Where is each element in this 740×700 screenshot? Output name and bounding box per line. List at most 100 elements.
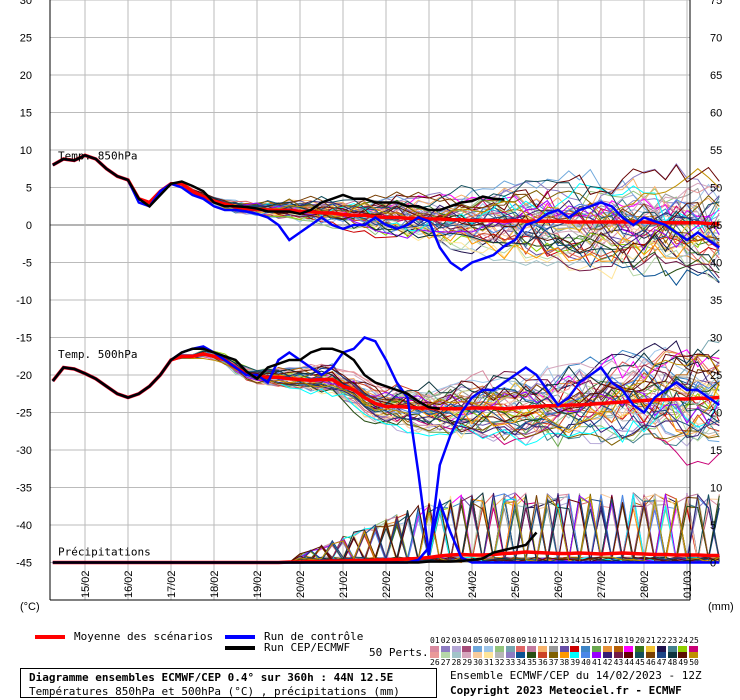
y-tick-right: 75 [710, 0, 722, 7]
legend-control-label: Run de contrôle [264, 630, 364, 643]
y-tick-left: -10 [16, 295, 32, 307]
pert-swatch [538, 652, 547, 658]
pert-label-top: 20 [635, 636, 645, 645]
pert-label-bottom: 31 [484, 658, 494, 667]
y-tick-left: 5 [26, 183, 32, 195]
pert-label-top: 16 [592, 636, 602, 645]
cep-precip-line [52, 531, 538, 564]
y-tick-left: 25 [20, 33, 32, 45]
pert-label-top: 08 [505, 636, 516, 645]
pert-label-bottom: 38 [559, 658, 570, 667]
y-tick-right: 40 [710, 258, 722, 270]
pert-swatch [646, 652, 655, 658]
pert-label-bottom: 46 [646, 658, 656, 667]
legend-cep-label: Run CEP/ECMWF [264, 641, 351, 654]
legend-mean-swatch [35, 635, 65, 639]
pert-swatch [494, 646, 504, 652]
pert-label-bottom: 29 [462, 658, 473, 667]
pert-swatch [527, 652, 537, 658]
pert-label-top: 05 [473, 636, 483, 645]
pert-swatch [667, 652, 677, 658]
pert-swatch [527, 646, 537, 652]
info-subtitle: Températures 850hPa et 500hPa (°C) , pré… [29, 685, 400, 698]
pert-label-bottom: 30 [473, 658, 483, 667]
pert-label-top: 23 [667, 636, 678, 645]
x-tick-label: 22/02 [381, 570, 393, 598]
pert-label-top: 04 [462, 636, 473, 645]
y-tick-left: 10 [20, 145, 32, 157]
x-tick-label: 28/02 [639, 570, 651, 598]
y-tick-left: -30 [16, 445, 32, 457]
x-tick-label: 24/02 [467, 570, 479, 598]
pert-label-bottom: 34 [516, 658, 527, 667]
cep-t850-line [52, 153, 505, 216]
control-t850-line [52, 153, 721, 272]
x-tick-label: 25/02 [510, 570, 522, 598]
pert-swatch [473, 652, 483, 658]
y-tick-left: -15 [16, 333, 32, 345]
pert-swatch [451, 646, 461, 652]
pert-label-bottom: 49 [678, 658, 689, 667]
pert-swatch [689, 652, 699, 658]
y-tick-left: -45 [16, 558, 32, 570]
pert-label-top: 02 [440, 636, 451, 645]
y-tick-left: -20 [16, 370, 32, 382]
pert-label-top: 22 [656, 636, 667, 645]
pert-swatch [602, 646, 612, 652]
pert-label-top: 13 [559, 636, 570, 645]
pert-swatch [602, 652, 612, 658]
pert-swatch [484, 646, 493, 652]
pert-swatch [440, 652, 450, 658]
info-title: Diagramme ensembles ECMWF/CEP 0.4° sur 3… [29, 671, 394, 684]
pert-swatch [451, 652, 461, 658]
legend-control-swatch [225, 635, 255, 639]
pert-label-bottom: 45 [635, 658, 645, 667]
y-tick-left: 20 [20, 70, 32, 82]
pert-swatch [613, 652, 623, 658]
pert-label-top: 07 [494, 636, 505, 645]
y-axis-label-left: (°C) [20, 601, 40, 613]
pert-swatch [656, 652, 666, 658]
pert-label-bottom: 44 [624, 658, 635, 667]
legend-cep-swatch [225, 646, 255, 650]
y-tick-left: -5 [22, 258, 32, 270]
pert-label-top: 24 [678, 636, 689, 645]
y-tick-right: 70 [710, 33, 722, 45]
pert-swatch [646, 646, 655, 652]
pert-label-top: 12 [548, 636, 559, 645]
pert-label-top: 17 [602, 636, 613, 645]
pert-label-bottom: 33 [505, 658, 516, 667]
pert-label-bottom: 39 [570, 658, 581, 667]
pert-swatch [516, 646, 526, 652]
pert-label-top: 01 [430, 636, 440, 645]
y-tick-left: -35 [16, 483, 32, 495]
pert-swatch [462, 652, 472, 658]
y-tick-right: 20 [710, 408, 722, 420]
pert-label-top: 10 [527, 636, 537, 645]
pert-swatch [494, 652, 504, 658]
pert-label-bottom: 48 [667, 658, 678, 667]
pert-swatch [624, 646, 634, 652]
pert-swatch [548, 646, 558, 652]
x-tick-label: 17/02 [166, 570, 178, 598]
pert-label-top: 14 [570, 636, 581, 645]
copyright: Copyright 2023 Meteociel.fr - ECMWF [450, 684, 682, 697]
y-tick-right: 50 [710, 183, 722, 195]
pert-swatch [505, 652, 515, 658]
legend-perts-label: 50 Perts. [369, 646, 429, 659]
pert-label-top: 25 [689, 636, 699, 645]
y-tick-left: -40 [16, 520, 32, 532]
pert-swatch [430, 646, 439, 652]
pert-swatch [656, 646, 666, 652]
y-tick-right: 0 [710, 558, 716, 570]
pert-swatch [667, 646, 677, 652]
pert-label-top: 18 [613, 636, 624, 645]
pert-label-top: 19 [624, 636, 635, 645]
x-tick-label: 23/02 [424, 570, 436, 598]
x-tick-label: 16/02 [123, 570, 135, 598]
x-tick-label: 21/02 [338, 570, 350, 598]
main-series [51, 153, 721, 565]
x-tick-label: 26/02 [553, 570, 565, 598]
